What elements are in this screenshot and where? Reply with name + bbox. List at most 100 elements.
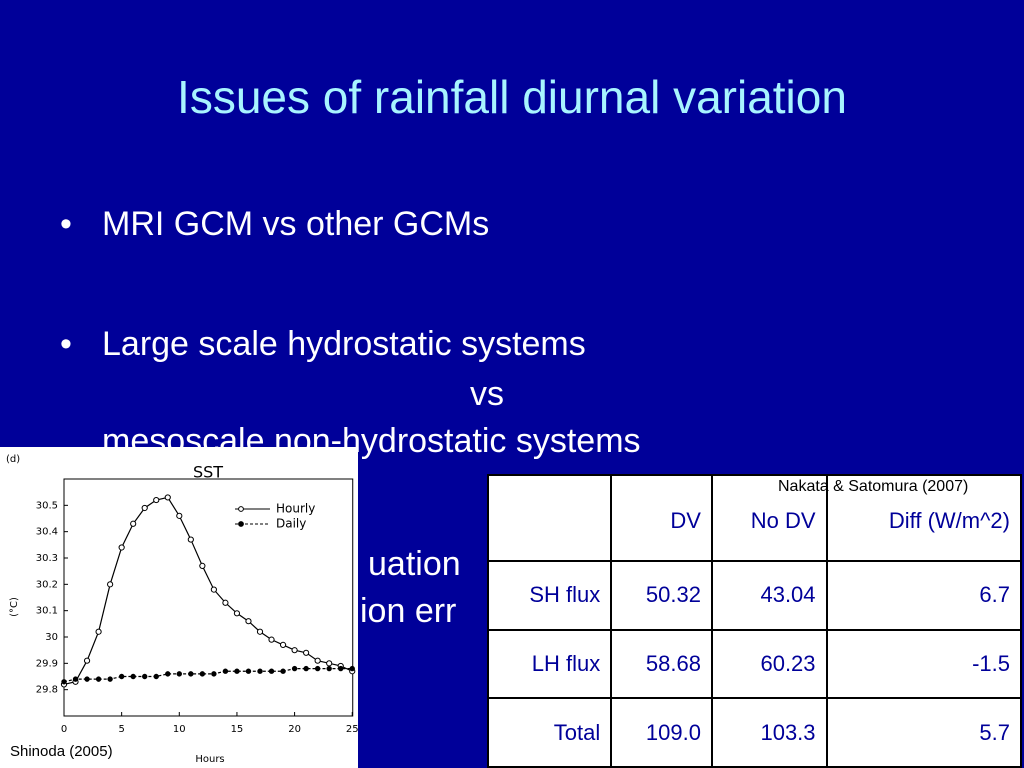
cell: 60.23 <box>710 628 828 700</box>
legend-marker <box>238 506 244 512</box>
cell: 103.3 <box>710 697 828 768</box>
data-point <box>153 496 160 504</box>
series-line <box>63 668 353 683</box>
data-point <box>222 599 229 606</box>
cell: -1.5 <box>825 628 1023 700</box>
data-point <box>234 668 240 674</box>
data-point <box>291 647 298 654</box>
data-point <box>314 665 321 672</box>
series-line <box>63 496 353 685</box>
plot-frame <box>63 478 354 717</box>
x-tick-label: 25 <box>346 724 358 735</box>
y-tick-label: 30.5 <box>36 500 58 511</box>
bullet: Large scale hydrostatic systems <box>102 325 586 363</box>
data-point <box>142 673 148 680</box>
data-point <box>326 665 332 672</box>
data-point <box>164 494 171 501</box>
data-point <box>268 668 275 674</box>
y-tick-label: 30.4 <box>36 527 58 538</box>
data-point <box>141 504 148 512</box>
data-point <box>257 668 263 674</box>
y-tick-label: 29.8 <box>36 685 58 696</box>
legend-marker <box>238 521 244 527</box>
table-source: Nakata & Satomura (2007) <box>778 478 969 495</box>
bullet: MRI GCM vs other GCMs <box>102 205 490 243</box>
cell: 58.68 <box>610 628 713 700</box>
data-point <box>303 665 309 672</box>
data-point <box>130 673 136 680</box>
data-point <box>245 618 252 625</box>
cell: SH flux <box>486 560 613 631</box>
data-point <box>118 544 125 551</box>
panel-label: (d) <box>6 454 20 465</box>
x-axis-label: Hours <box>195 754 224 765</box>
y-axis-label: (°C) <box>9 597 20 617</box>
y-tick-label: 30.3 <box>36 553 58 564</box>
legend-label: Daily <box>276 517 306 531</box>
data-point <box>268 636 275 643</box>
data-point <box>211 671 217 677</box>
legend-label: Hourly <box>276 502 315 516</box>
x-tick-label: 20 <box>288 724 301 735</box>
cell: Total <box>486 697 613 768</box>
data-point <box>188 671 194 677</box>
y-tick-label: 29.9 <box>36 658 58 669</box>
flux-table: DV No DV Diff (W/m^2) SH flux 50.32 43.04 6.7… <box>486 474 1023 768</box>
data-point <box>118 673 125 680</box>
y-tick-label: 30.1 <box>36 606 58 617</box>
data-point <box>61 679 67 685</box>
x-tick-label: 10 <box>173 724 186 735</box>
data-point <box>245 668 252 674</box>
data-point <box>187 536 194 543</box>
bullet: vs <box>470 375 504 413</box>
data-point <box>176 512 183 519</box>
data-point <box>130 520 137 527</box>
y-tick-label: 30.2 <box>36 579 58 590</box>
y-tick-label: 30 <box>45 632 58 643</box>
data-point <box>199 562 206 570</box>
header-cell: No DV <box>710 474 828 562</box>
data-point <box>165 671 171 677</box>
bullet: uation <box>368 545 461 583</box>
data-point <box>84 676 90 682</box>
cell: 50.32 <box>610 560 713 631</box>
slide-title: Issues of rainfall diurnal variation <box>177 71 847 123</box>
data-point <box>233 610 241 617</box>
data-point <box>176 671 182 677</box>
bullet-marker: • <box>60 205 72 243</box>
data-point <box>222 668 229 674</box>
header-cell: DV <box>610 474 713 562</box>
bullet: ion err <box>360 592 457 630</box>
data-point <box>95 676 102 682</box>
data-point <box>72 676 79 682</box>
data-point <box>199 671 206 677</box>
data-point <box>338 665 344 672</box>
data-point <box>280 668 286 674</box>
data-point <box>107 581 114 588</box>
data-point <box>279 641 287 648</box>
cell: 5.7 <box>825 697 1023 768</box>
x-tick-label: 5 <box>118 724 124 735</box>
sst-chart: (d) SST Hours (°C) Shinoda (2005) 0 5 10 15… <box>0 447 358 768</box>
chart-source: Shinoda (2005) <box>10 743 113 760</box>
data-point <box>303 649 310 656</box>
cell: LH flux <box>486 628 613 700</box>
data-point <box>95 628 102 635</box>
cell: 6.7 <box>825 560 1023 631</box>
data-point <box>83 657 91 664</box>
bullet-marker: • <box>60 325 72 363</box>
table-corner <box>486 474 613 562</box>
header-cell: Diff (W/m^2) <box>825 474 1023 562</box>
data-point <box>256 628 264 635</box>
data-point <box>107 676 113 682</box>
x-tick-label: 0 <box>61 724 67 735</box>
data-point <box>210 586 217 593</box>
data-point <box>314 657 321 664</box>
x-tick-label: 15 <box>231 724 244 735</box>
cell: 109.0 <box>610 697 713 768</box>
data-point <box>291 665 298 672</box>
cell: 43.04 <box>710 560 828 631</box>
data-point <box>153 673 159 680</box>
data-point <box>349 665 355 672</box>
